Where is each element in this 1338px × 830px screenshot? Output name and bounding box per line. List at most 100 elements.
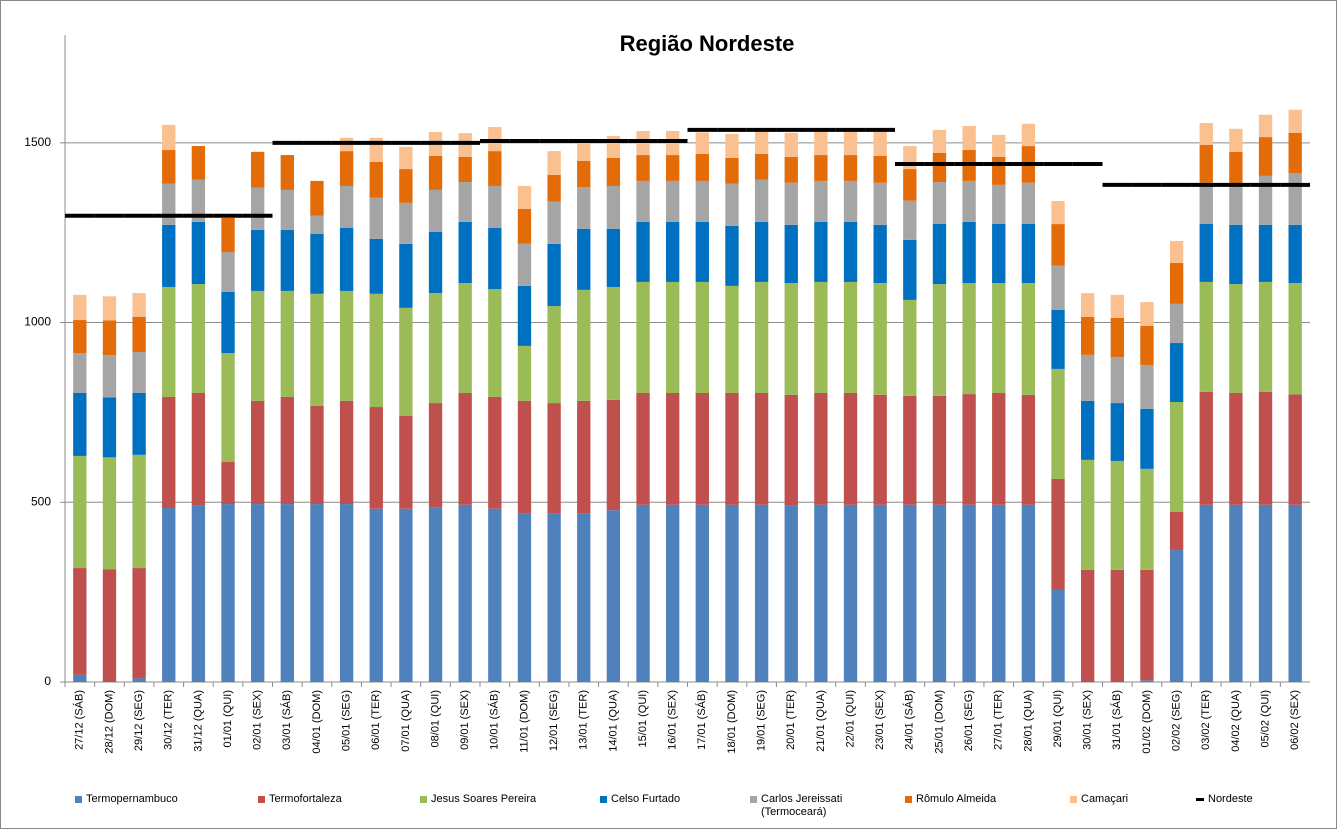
bar-segment bbox=[280, 189, 294, 230]
bar-segment bbox=[1110, 317, 1124, 358]
bar-segment bbox=[102, 457, 117, 570]
bar-segment bbox=[754, 281, 769, 394]
bar-segment bbox=[1229, 284, 1243, 394]
bar-segment bbox=[339, 400, 354, 505]
bar-segment bbox=[339, 228, 354, 291]
bar-segment bbox=[1199, 281, 1213, 392]
bar-segment bbox=[251, 187, 265, 230]
bar-segment bbox=[458, 182, 472, 222]
bar-segment bbox=[517, 243, 532, 286]
x-tick-label: 30/01 (SEX) bbox=[1082, 690, 1094, 750]
bar-segment bbox=[1081, 316, 1095, 355]
bar-segment bbox=[132, 454, 146, 569]
bar-segment bbox=[547, 513, 561, 682]
bar-segment bbox=[73, 320, 87, 354]
bar-segment bbox=[666, 504, 680, 682]
bar-segment bbox=[1140, 680, 1154, 682]
bar-segment bbox=[547, 174, 561, 202]
bar-segment bbox=[339, 290, 354, 401]
bar-segment bbox=[399, 169, 413, 203]
bar-segment bbox=[636, 221, 650, 282]
bar-segment bbox=[814, 393, 828, 505]
bar-segment bbox=[1199, 123, 1213, 145]
bar-segment bbox=[221, 217, 235, 253]
x-tick-label: 18/01 (DOM) bbox=[726, 690, 738, 754]
y-tick-label: 1000 bbox=[24, 315, 51, 329]
y-tick-label: 1500 bbox=[24, 135, 51, 149]
bar-segment bbox=[903, 395, 917, 505]
bar-segment bbox=[428, 507, 443, 682]
x-tick-label: 31/01 (SÁB) bbox=[1110, 690, 1123, 750]
bar-segment bbox=[251, 229, 265, 291]
bar-segment bbox=[547, 243, 561, 307]
bar-segment bbox=[577, 513, 591, 682]
bar-segment bbox=[1021, 394, 1036, 505]
bar-segment bbox=[191, 179, 206, 222]
x-tick-label: 09/01 (SEX) bbox=[459, 690, 471, 750]
bar-segment bbox=[102, 355, 117, 398]
bar-segment bbox=[1021, 283, 1036, 395]
bar-segment bbox=[843, 221, 858, 282]
bar-segment bbox=[399, 202, 413, 244]
x-tick-label: 30/12 (TER) bbox=[163, 690, 175, 750]
legend-label: Carlos Jereissati (Termoceará) bbox=[761, 793, 843, 818]
bar-segment bbox=[784, 156, 798, 183]
x-tick-label: 19/01 (SEG) bbox=[756, 690, 768, 751]
bar-segment bbox=[784, 505, 798, 682]
bar-segment bbox=[784, 394, 798, 506]
bar-segment bbox=[1110, 294, 1124, 318]
bar-segment bbox=[102, 397, 117, 458]
legend-swatch bbox=[75, 796, 82, 803]
legend-item: Jesus Soares Pereira bbox=[420, 793, 536, 806]
bar-segment bbox=[1140, 364, 1154, 409]
legend-swatch bbox=[420, 796, 427, 803]
x-tick-label: 07/01 (QUA) bbox=[400, 690, 412, 752]
x-tick-label: 28/01 (QUA) bbox=[1022, 690, 1034, 752]
bar-segment bbox=[666, 221, 680, 282]
bar-segment bbox=[1229, 128, 1243, 152]
x-tick-label: 16/01 (SEX) bbox=[667, 690, 679, 750]
bar-segment bbox=[1051, 309, 1065, 369]
bar-segment bbox=[666, 281, 680, 394]
bar-segment bbox=[962, 180, 976, 222]
bar-segment bbox=[191, 505, 206, 682]
bar-segment bbox=[725, 504, 739, 682]
bar-segment bbox=[814, 221, 828, 282]
bar-segment bbox=[932, 284, 947, 396]
bar-segment bbox=[73, 455, 87, 569]
bar-segment bbox=[458, 504, 472, 682]
bar-segment bbox=[932, 129, 947, 153]
bar-segment bbox=[458, 393, 472, 505]
bar-segment bbox=[1258, 114, 1273, 138]
bar-segment bbox=[73, 674, 87, 682]
bar-segment bbox=[1199, 223, 1213, 282]
bar-segment bbox=[1199, 391, 1213, 505]
bar-segment bbox=[725, 133, 739, 158]
bar-segment bbox=[695, 281, 709, 394]
bar-segment bbox=[310, 293, 324, 406]
bar-segment bbox=[992, 223, 1006, 284]
bar-segment bbox=[162, 396, 176, 509]
bar-segment bbox=[1169, 343, 1184, 402]
bar-segment bbox=[399, 243, 413, 308]
bar-segment bbox=[547, 201, 561, 244]
bar-segment bbox=[399, 416, 413, 509]
bar-segment bbox=[666, 155, 680, 181]
bar-segment bbox=[517, 400, 532, 514]
bar-segment bbox=[843, 281, 858, 394]
x-tick-label: 03/02 (TER) bbox=[1200, 690, 1212, 750]
x-tick-label: 08/01 (QUI) bbox=[429, 690, 441, 747]
bar-segment bbox=[725, 285, 739, 394]
x-tick-label: 20/01 (TER) bbox=[785, 690, 797, 750]
bar-segment bbox=[725, 225, 739, 286]
bar-segment bbox=[992, 504, 1006, 682]
bar-segment bbox=[1288, 173, 1302, 225]
bar-segment bbox=[577, 289, 591, 401]
bar-segment bbox=[310, 180, 324, 216]
bar-segment bbox=[873, 224, 887, 284]
bar-segment bbox=[73, 393, 87, 456]
bar-segment bbox=[754, 393, 769, 505]
bar-segment bbox=[725, 183, 739, 226]
bar-segment bbox=[547, 403, 561, 514]
